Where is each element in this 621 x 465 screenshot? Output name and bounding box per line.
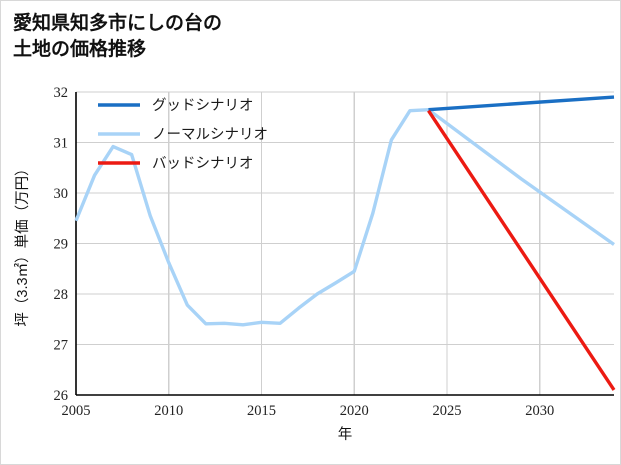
y-tick-label: 29 <box>54 237 69 253</box>
y-tick-label: 27 <box>54 338 69 354</box>
y-tick-label: 30 <box>54 186 69 202</box>
y-axis-ticks: 26 27 28 29 30 31 32 <box>54 85 69 404</box>
page-title: 愛知県知多市にしの台の 土地の価格推移 <box>13 13 223 60</box>
x-tick-label: 2015 <box>247 403 276 419</box>
y-axis-title: 坪（3.3㎡）単価（万円） <box>14 161 31 326</box>
legend-label: バッドシナリオ <box>152 156 254 172</box>
x-tick-label: 2025 <box>433 403 462 419</box>
y-tick-label: 26 <box>54 388 69 404</box>
x-tick-label: 2020 <box>340 403 369 419</box>
series-line-bad <box>427 109 616 391</box>
y-tick-label: 28 <box>54 287 69 303</box>
x-axis-title: 年 <box>338 426 353 443</box>
legend-label: グッドシナリオ <box>152 97 254 114</box>
series-line-good <box>428 95 615 112</box>
y-tick-label: 32 <box>54 85 69 101</box>
data-series <box>74 95 616 391</box>
x-tick-label: 2030 <box>525 403 554 419</box>
x-axis-ticks: 2005 2010 2015 2020 2025 2030 <box>62 403 555 419</box>
x-tick-label: 2010 <box>154 403 183 419</box>
series-line-normal <box>74 107 615 327</box>
legend-label: ノーマルシナリオ <box>152 127 268 143</box>
y-tick-label: 31 <box>54 136 69 152</box>
x-tick-label: 2005 <box>62 403 91 419</box>
